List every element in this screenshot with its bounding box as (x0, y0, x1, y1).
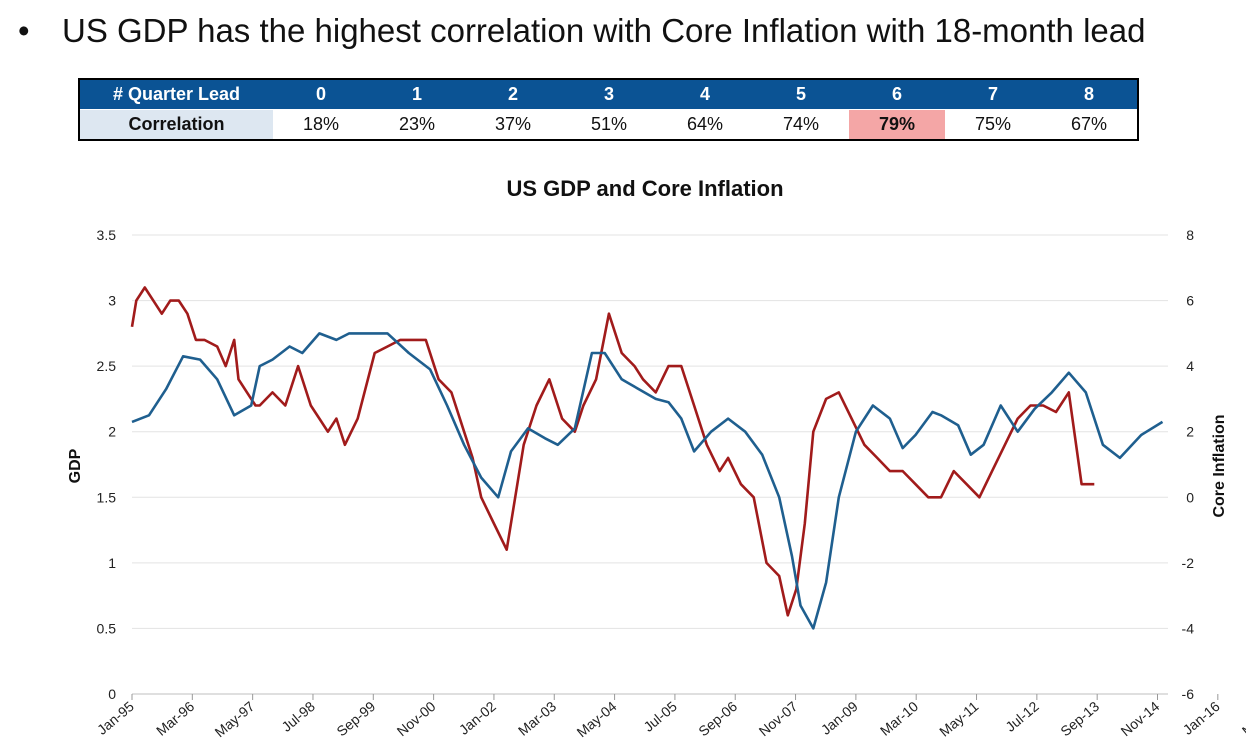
y2-tick-label: -4 (1182, 620, 1195, 636)
x-tick-label: Mar-10 (877, 698, 921, 739)
bullet-icon: • (18, 12, 30, 49)
lead-3: 3 (561, 79, 657, 110)
lead-1: 1 (369, 79, 465, 110)
x-tick-label: Mar-96 (153, 698, 197, 739)
y-tick-label: 0 (108, 686, 116, 702)
x-tick-label: Jan-16 (1180, 698, 1223, 738)
x-tick-label: Jul-98 (278, 698, 318, 735)
x-tick-label: Nov-14 (1118, 698, 1163, 739)
x-tick-label: Mar-03 (515, 698, 559, 739)
y-tick-label: 2 (108, 424, 116, 440)
x-tick-label: May-04 (573, 698, 619, 740)
y2-tick-label: -2 (1182, 555, 1195, 571)
lead-8: 8 (1041, 79, 1138, 110)
gdp-inflation-chart: US GDP and Core Inflation 0 0.5 1 1.5 2 2.5 3 3… (67, 176, 1246, 740)
lead-6: 6 (849, 79, 945, 110)
x-tick-label: May-11 (936, 698, 981, 740)
corr-value-8: 67% (1041, 109, 1138, 140)
x-tick-label: Nov-00 (394, 698, 439, 739)
y2-tick-label: 8 (1186, 227, 1194, 243)
lead-7: 7 (945, 79, 1041, 110)
x-axis-ticks: Jan-95 Mar-96 May-97 Jul-98 Sep-99 Nov-00 Jan-… (94, 694, 1246, 740)
corr-value-3: 51% (561, 109, 657, 140)
x-tick-label: Jan-95 (94, 698, 137, 738)
y2-axis-label: Core Inflation (1211, 414, 1228, 517)
corr-value-2: 37% (465, 109, 561, 140)
correlation-row: Correlation 18% 23% 37% 51% 64% 74% 79% … (79, 109, 1138, 140)
y-tick-label: 3.5 (97, 227, 117, 243)
y2-tick-label: -6 (1182, 686, 1195, 702)
y2-tick-label: 4 (1186, 358, 1194, 374)
lead-5: 5 (753, 79, 849, 110)
y2-tick-label: 0 (1186, 489, 1194, 505)
correlation-label: Correlation (79, 109, 273, 140)
x-tick-label: Jul-12 (1002, 698, 1042, 735)
lead-0: 0 (273, 79, 369, 110)
quarter-lead-row: # Quarter Lead 0 1 2 3 4 5 6 7 8 (79, 79, 1138, 110)
correlation-table: # Quarter Lead 0 1 2 3 4 5 6 7 8 Correla… (78, 78, 1139, 141)
left-axis-ticks: 0 0.5 1 1.5 2 2.5 3 3.5 (97, 227, 117, 702)
x-tick-label: Jan-09 (818, 698, 861, 738)
chart-title: US GDP and Core Inflation (506, 176, 783, 201)
headline-text: US GDP has the highest correlation with … (62, 12, 1146, 49)
y-tick-label: 2.5 (97, 358, 117, 374)
series-lines (130, 286, 1164, 630)
y-tick-label: 1 (108, 555, 116, 571)
x-tick-label: Sep-13 (1057, 698, 1102, 739)
y-tick-label: 0.5 (97, 620, 117, 636)
x-tick-label: May-97 (212, 698, 258, 740)
y2-tick-label: 2 (1186, 424, 1194, 440)
x-tick-label: Jul-05 (640, 698, 680, 735)
y-tick-label: 3 (108, 293, 116, 309)
lead-4: 4 (657, 79, 753, 110)
corr-value-5: 74% (753, 109, 849, 140)
right-axis-ticks: -6 -4 -2 0 2 4 6 8 (1182, 227, 1195, 702)
corr-value-7: 75% (945, 109, 1041, 140)
core-inflation-line (131, 332, 1164, 630)
quarter-lead-label: # Quarter Lead (79, 79, 273, 110)
x-tick-label: Jan-02 (456, 698, 499, 738)
y-tick-label: 1.5 (97, 489, 117, 505)
lead-2: 2 (465, 79, 561, 110)
corr-value-0: 18% (273, 109, 369, 140)
x-tick-label: Nov-07 (756, 698, 801, 739)
x-tick-label: Sep-99 (333, 698, 378, 739)
y-axis-label: GDP (67, 448, 84, 483)
corr-value-4: 64% (657, 109, 753, 140)
x-tick-label: Mar-17 (1239, 698, 1246, 739)
gdp-line (130, 286, 1095, 617)
x-tick-label: Sep-06 (695, 698, 740, 739)
y2-tick-label: 6 (1186, 293, 1194, 309)
gridlines (132, 234, 1168, 695)
corr-value-6-highlight: 79% (849, 109, 945, 140)
corr-value-1: 23% (369, 109, 465, 140)
